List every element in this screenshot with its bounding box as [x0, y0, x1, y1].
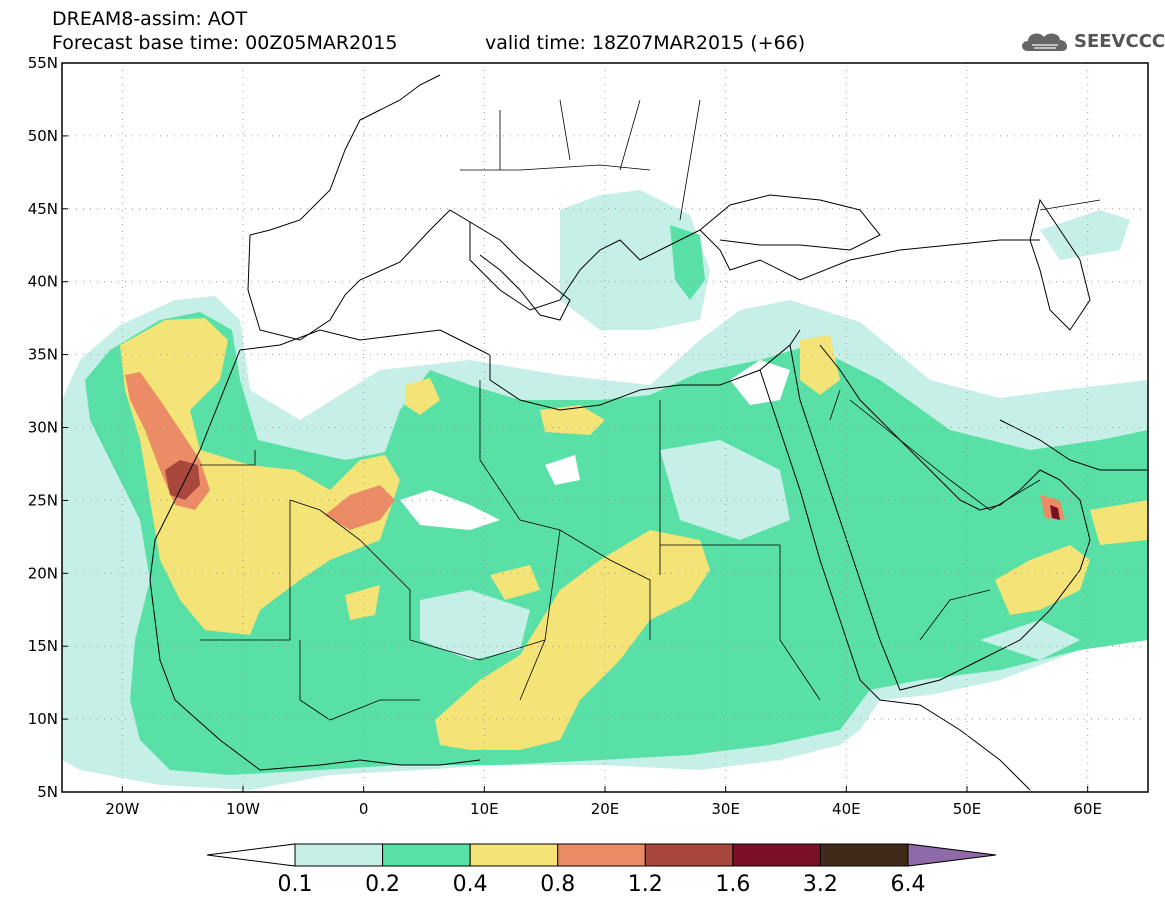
lat-tick-label: 40N: [28, 273, 58, 291]
colorbar-label: 0.8: [540, 872, 575, 897]
colorbar-over-triangle: [907, 843, 997, 867]
lat-tick-label: 10N: [28, 710, 58, 728]
europe-coast: [247, 74, 1040, 341]
lat-tick-label: 50N: [28, 127, 58, 145]
lon-tick-label: 60E: [1073, 800, 1102, 818]
colorbar-label: 6.4: [891, 872, 926, 897]
lon-tick-label: 10E: [470, 800, 499, 818]
lat-tick-label: 5N: [37, 783, 58, 801]
aot-gap-light: [420, 440, 1080, 660]
east-africa-coast: [759, 369, 1031, 791]
colorbar-bin: [469, 843, 559, 867]
lon-tick-label: 40E: [832, 800, 861, 818]
lon-tick-label: 20W: [105, 800, 139, 818]
caspian-coast: [1029, 198, 1091, 331]
country-borders: [200, 99, 1101, 721]
lat-tick-label: 35N: [28, 346, 58, 364]
coastlines: [149, 74, 1148, 791]
colorbar-label: 1.6: [715, 872, 750, 897]
lon-tick-label: 20E: [591, 800, 620, 818]
lat-lon-grid: [62, 63, 1148, 792]
aot-band-green: [85, 225, 1148, 775]
colorbar-bin: [644, 843, 734, 867]
lat-tick-label: 25N: [28, 491, 58, 509]
colorbar-under-triangle: [206, 843, 296, 867]
red-sea-arabia-coast: [789, 344, 1091, 691]
aot-gap: [400, 360, 790, 530]
colorbar-bin: [294, 843, 384, 867]
seevccc-logo: SEEVCCC: [1018, 27, 1165, 57]
colorbar: 0.1 0.2 0.4 0.8 1.2 1.6 3.2 6.4: [206, 843, 997, 897]
colorbar-label: 0.2: [365, 872, 400, 897]
forecast-base-time: Forecast base time: 00Z05MAR2015: [52, 32, 398, 54]
lon-tick-label: 50E: [953, 800, 982, 818]
lon-tick-label: 30E: [711, 800, 740, 818]
gulf-iran-coast: [999, 419, 1148, 471]
aot-band-brown: [165, 460, 200, 500]
colorbar-bin: [732, 843, 821, 867]
lat-tick-label: 20N: [28, 564, 58, 582]
logo-text: SEEVCCC: [1074, 31, 1165, 52]
colorbar-label: 1.2: [628, 872, 663, 897]
colorbar-bin: [819, 843, 909, 867]
lat-tick-label: 30N: [28, 419, 58, 437]
cloud-icon: [1022, 33, 1068, 51]
valid-time: valid time: 18Z07MAR2015 (+66): [485, 32, 806, 54]
lon-tick-label: 10W: [226, 800, 260, 818]
north-africa-coast: [239, 329, 801, 411]
italy-coast: [469, 221, 571, 321]
west-africa-coast: [149, 349, 481, 771]
lat-tick-label: 45N: [28, 200, 58, 218]
colorbar-bin: [382, 843, 471, 867]
aot-band-darkred: [1050, 505, 1060, 520]
colorbar-label: 0.1: [278, 872, 313, 897]
lat-tick-label: 55N: [28, 54, 58, 72]
aot-field: [62, 190, 1148, 790]
colorbar-label: 3.2: [803, 872, 838, 897]
black-sea-coast: [699, 194, 881, 251]
lat-tick-label: 15N: [28, 637, 58, 655]
colorbar-label: 0.4: [453, 872, 488, 897]
aot-band-yellow: [120, 318, 1148, 750]
lon-tick-label: 0: [359, 800, 369, 818]
colorbar-bin: [557, 843, 646, 867]
axis-labels: 55N 50N 45N 40N 35N 30N 25N 20N 15N 10N 5N 20W 10W 0 1…: [28, 54, 1102, 818]
map-title: DREAM8-assim: AOT: [52, 8, 248, 30]
